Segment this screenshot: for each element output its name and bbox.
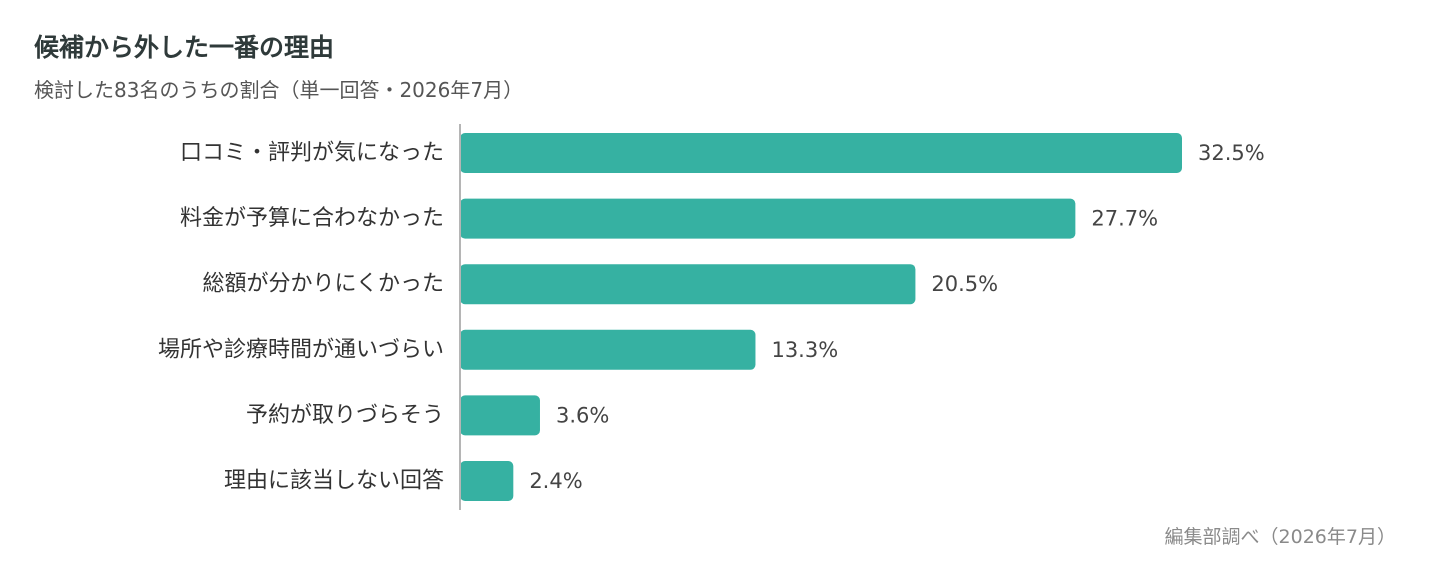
category-label: 場所や診療時間が通いづらい (158, 337, 444, 362)
category-label: 理由に該当しない回答 (224, 469, 444, 494)
category-label: 予約が取りづらそう (246, 403, 444, 428)
bar (460, 198, 1076, 239)
bar (460, 329, 756, 370)
bar (460, 461, 514, 501)
bar (460, 133, 1182, 173)
bar (460, 395, 540, 436)
source-note: 編集部調べ（2026年7月） (1164, 526, 1396, 548)
bars-group (460, 133, 1182, 501)
value-label: 27.7% (1091, 207, 1158, 231)
value-label: 2.4% (529, 469, 582, 493)
chart-subtitle: 検討した83名のうちの割合（単一回答・2026年7月） (34, 78, 524, 102)
value-label: 20.5% (931, 272, 998, 296)
value-label: 3.6% (556, 403, 609, 427)
bar (460, 264, 916, 305)
value-labels-group: 32.5% 27.7% 20.5% 13.3% 3.6% 2.4% (529, 141, 1264, 493)
category-label: 料金が予算に合わなかった (180, 206, 444, 231)
value-label: 32.5% (1198, 141, 1265, 165)
category-labels-group: 口コミ・評判が気になった料金が予算に合わなかった総額が分かりにくかった場所や診療… (158, 141, 444, 494)
chart-title: 候補から外した一番の理由 (34, 33, 335, 62)
value-label: 13.3% (771, 338, 838, 362)
category-label: 総額が分かりにくかった (202, 272, 444, 297)
category-label: 口コミ・評判が気になった (180, 141, 444, 166)
